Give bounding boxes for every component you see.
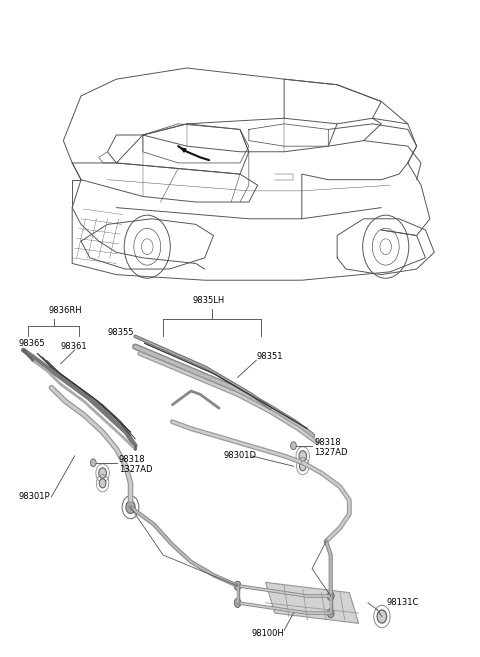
Circle shape	[299, 451, 307, 461]
Text: 98100H: 98100H	[252, 629, 284, 638]
Circle shape	[327, 608, 334, 618]
Circle shape	[99, 479, 106, 488]
Text: 98361: 98361	[60, 342, 87, 351]
Circle shape	[290, 442, 296, 449]
Text: 1327AD: 1327AD	[119, 465, 152, 474]
Text: 98365: 98365	[19, 339, 46, 348]
Text: 1327AD: 1327AD	[314, 448, 348, 457]
Text: 98351: 98351	[256, 352, 283, 361]
Circle shape	[99, 468, 107, 478]
Text: 98318: 98318	[119, 455, 145, 464]
Circle shape	[234, 599, 241, 608]
Circle shape	[300, 462, 306, 471]
Circle shape	[126, 501, 135, 514]
Circle shape	[234, 581, 241, 591]
Text: 98355: 98355	[107, 328, 134, 338]
Text: 98301D: 98301D	[224, 451, 257, 461]
Text: 9835LH: 9835LH	[193, 296, 225, 305]
Text: 9836RH: 9836RH	[49, 306, 83, 315]
Text: 98318: 98318	[314, 438, 341, 447]
Polygon shape	[265, 582, 359, 623]
Text: 98131C: 98131C	[386, 599, 419, 607]
Text: 98301P: 98301P	[19, 493, 50, 501]
Circle shape	[327, 591, 334, 600]
Circle shape	[377, 610, 387, 623]
Circle shape	[90, 459, 96, 466]
